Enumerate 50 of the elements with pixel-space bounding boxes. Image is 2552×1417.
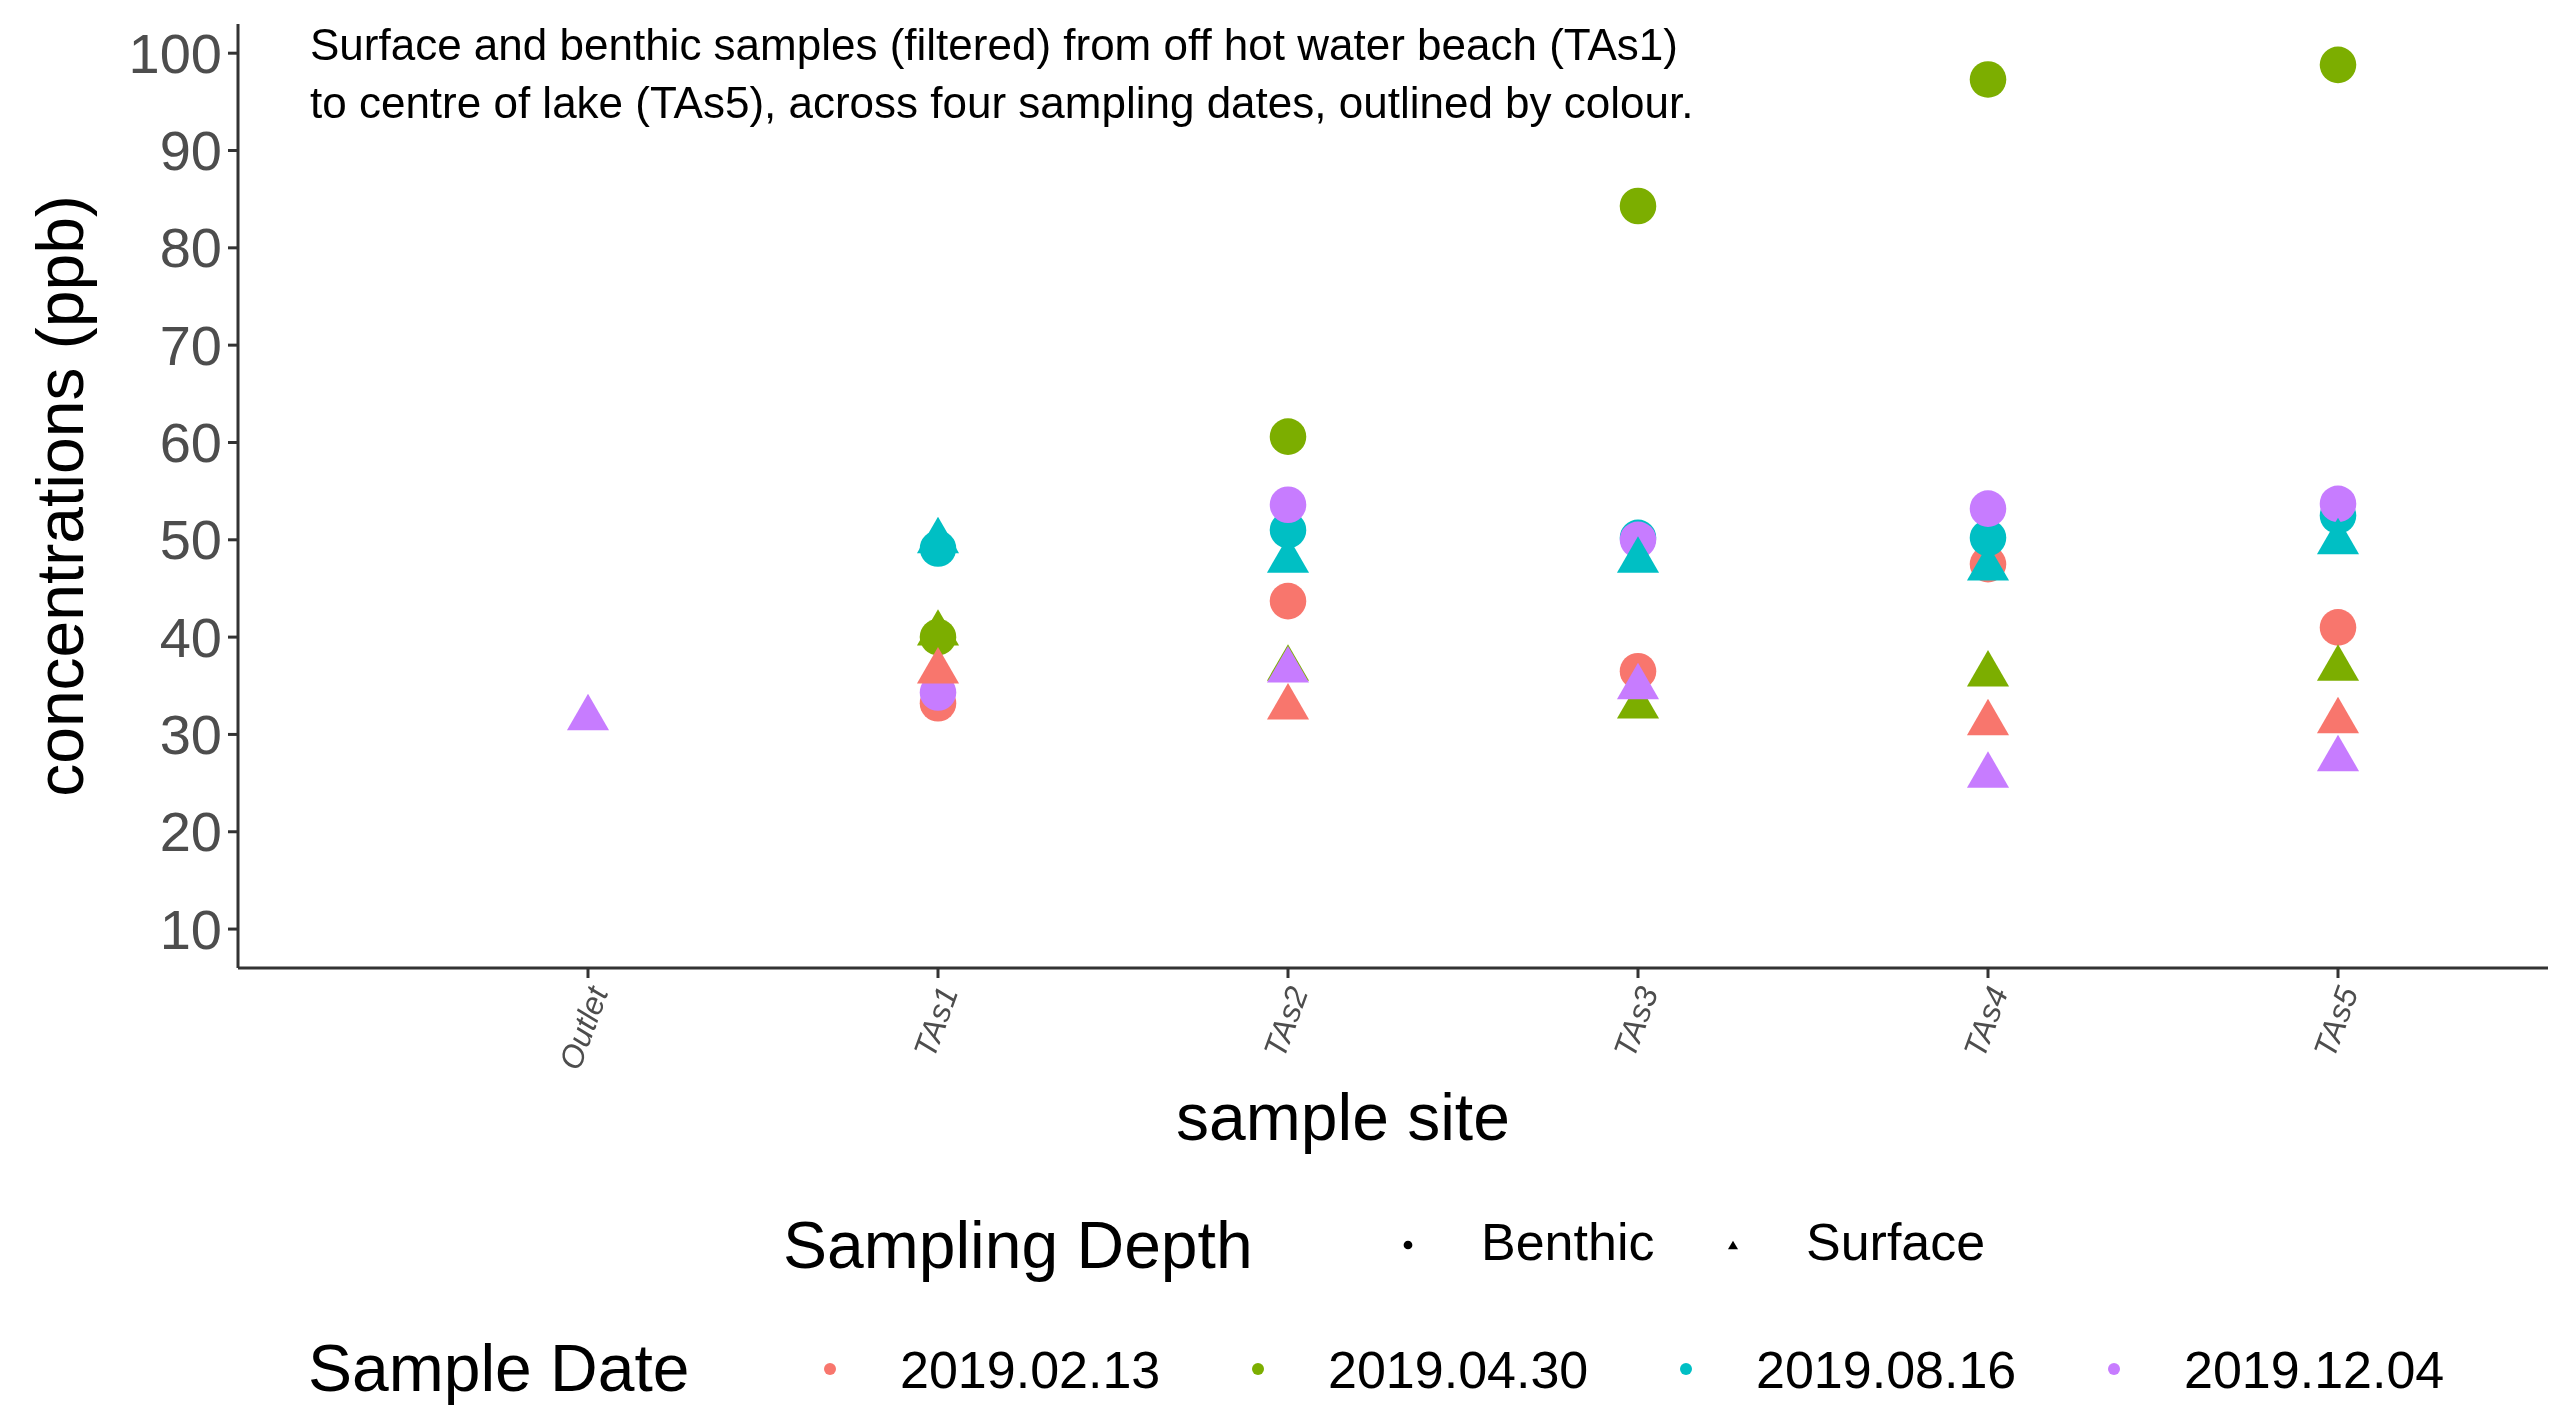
point (916, 609, 960, 646)
point (1266, 683, 1310, 720)
point (2319, 46, 2357, 84)
legend-label: 2019.02.13 (900, 1341, 1161, 1399)
point (1966, 650, 2010, 687)
y-tick-label: 10 (159, 897, 222, 961)
y-tick-label: 50 (159, 508, 222, 572)
point (916, 647, 960, 684)
text: Sampling Depth (783, 1208, 1253, 1282)
y-tick-label: 100 (128, 21, 222, 85)
x-tick-label: Outlet (552, 980, 616, 1075)
point (1269, 418, 1307, 455)
y-tick-label: 20 (159, 800, 222, 864)
point (1969, 490, 2007, 527)
legend-label: 2019.12.04 (2184, 1341, 2445, 1399)
legend-label: 2019.04.30 (1328, 1341, 1589, 1399)
point (2319, 609, 2357, 646)
point (1619, 187, 1657, 225)
text: Surface and benthic samples (filtered) from off hot water beach (TAs1) to centre of lake (TAs5), across four sampling dates, outlined by colour. (310, 20, 1694, 127)
point (566, 693, 610, 731)
y-tick-label: 60 (159, 411, 222, 475)
y-tick-label: 70 (159, 313, 222, 377)
y-tick-label: 40 (159, 605, 222, 669)
point (2316, 734, 2360, 772)
text: Benthic (1481, 1213, 1655, 1271)
x-tick-label: TAs4 (1956, 981, 2016, 1063)
point (2316, 696, 2360, 734)
x-tick-label: TAs3 (1606, 981, 1666, 1063)
point (916, 516, 960, 554)
x-axis-title: sample site (1176, 1080, 1510, 1154)
text: Surface (1806, 1213, 1986, 1271)
y-tick-label: 30 (159, 703, 222, 767)
point (1966, 751, 2010, 788)
point (1969, 61, 2007, 98)
x-tick-label: TAs2 (1256, 981, 1316, 1063)
point (1269, 486, 1307, 523)
point (1269, 582, 1307, 620)
y-tick-label: 80 (159, 216, 222, 280)
y-axis-title: concentrations (ppb) (23, 195, 97, 797)
x-tick-label: TAs1 (906, 981, 966, 1063)
point (2316, 517, 2360, 555)
legend-title: Sample Date (308, 1331, 690, 1405)
point (2316, 644, 2360, 681)
y-tick-label: 90 (159, 119, 222, 183)
point (2319, 485, 2357, 523)
legend-label: 2019.08.16 (1756, 1341, 2017, 1399)
point (1966, 698, 2010, 736)
point (1616, 536, 1660, 573)
x-tick-label: TAs5 (2306, 981, 2366, 1063)
point (1616, 662, 1660, 700)
